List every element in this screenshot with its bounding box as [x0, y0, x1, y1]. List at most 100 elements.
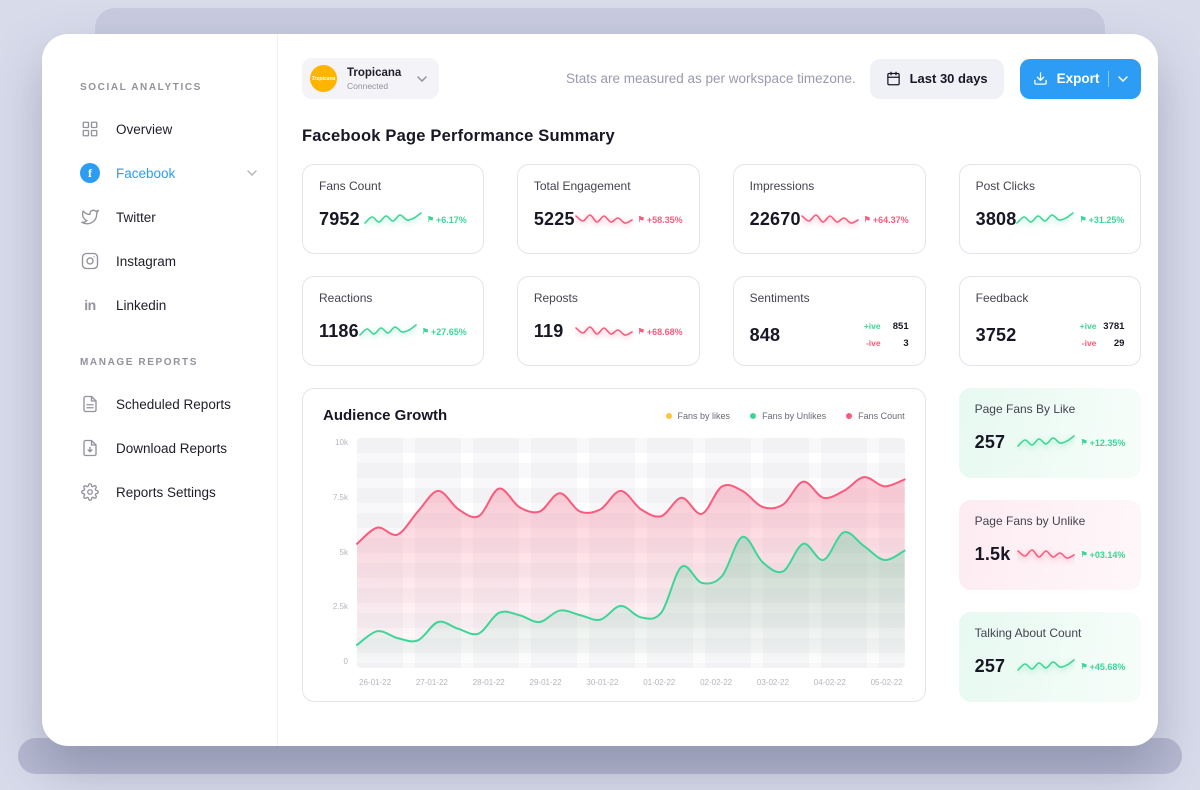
audience-growth-svg — [357, 438, 905, 668]
audience-growth-card: Audience Growth Fans by likes Fans by Un… — [302, 388, 926, 702]
x-tick: 04-02-22 — [813, 678, 846, 687]
twitter-icon — [80, 207, 100, 227]
stat-label: Reposts — [533, 291, 578, 305]
stat-card-sentiments: Sentiments 848 +ive 851 -ive 3 — [732, 276, 926, 366]
stat-value: 7952 — [319, 209, 360, 229]
positive-label: +ive — [1079, 321, 1097, 331]
legend-label: Fans by likes — [677, 410, 731, 421]
export-label: Export — [1056, 71, 1100, 86]
trend-flag-icon: ⚑ — [637, 214, 645, 224]
stat-label: Total Engagement — [533, 179, 631, 193]
legend-item-fans-by-likes[interactable]: Fans by likes — [665, 410, 731, 421]
legend-dot — [750, 412, 757, 419]
main-content: Tropicana Tropicana Connected Stats are … — [278, 34, 1158, 746]
sidebar-section-analytics: SOCIAL ANALYTICS — [80, 82, 202, 93]
workspace-logo: Tropicana — [310, 65, 337, 92]
sidebar-item-label: Overview — [116, 121, 173, 137]
x-tick: 01-02-22 — [643, 678, 676, 687]
workspace-selector[interactable]: Tropicana Tropicana Connected — [302, 58, 440, 99]
legend-dot — [665, 412, 672, 419]
stat-change: ⚑ +6.17% — [426, 214, 467, 225]
stat-value: 3752 — [975, 324, 1017, 345]
download-icon — [1033, 71, 1048, 86]
legend-item-fans-count[interactable]: Fans Count — [846, 411, 905, 421]
sidebar-item-overview[interactable]: Overview — [80, 107, 277, 151]
sidebar-item-label: Linkedin — [116, 297, 167, 313]
y-tick: 7.5k — [332, 492, 348, 502]
side-card-page-fans-by-unlike: Page Fans by Unlike 1.5k ⚑ +03.14% — [958, 500, 1142, 590]
dashboard-grid: Fans Count 7952 ⚑ +6.17% Total Engagement… — [302, 164, 1142, 702]
sparkline — [364, 210, 422, 230]
workspace-name: Tropicana — [347, 66, 402, 79]
negative-label: -ive — [865, 338, 881, 348]
sidebar-item-twitter[interactable]: Twitter — [80, 195, 277, 239]
sidebar-item-download-reports[interactable]: Download Reports — [80, 426, 277, 470]
sparkline-svg — [364, 211, 422, 224]
sidebar-item-scheduled-reports[interactable]: Scheduled Reports — [80, 382, 277, 426]
sparkline — [359, 322, 417, 342]
legend-dot — [846, 412, 853, 419]
stat-change: ⚑ +64.37% — [863, 214, 909, 225]
audience-growth-plot — [357, 438, 905, 668]
trend-flag-icon: ⚑ — [1080, 661, 1088, 671]
app-window: SOCIAL ANALYTICS Overview f Facebook Twi… — [42, 34, 1158, 746]
side-card-talking-about-count: Talking About Count 257 ⚑ +45.68% — [958, 612, 1142, 702]
sidebar-item-label: Facebook — [116, 165, 176, 181]
sidebar-item-linkedin[interactable]: in Linkedin — [80, 283, 277, 327]
trend-flag-icon: ⚑ — [863, 214, 871, 224]
legend-label: Fans by Unlikes — [762, 410, 827, 421]
positive-value: 3781 — [1103, 321, 1125, 332]
sidebar-item-label: Scheduled Reports — [116, 396, 231, 412]
negative-value: 3 — [903, 338, 909, 349]
x-tick: 03-02-22 — [756, 678, 789, 687]
x-tick: 28-01-22 — [472, 678, 505, 687]
sparkline — [800, 210, 859, 230]
stat-card-reactions: Reactions 1186 ⚑ +27.65% — [302, 276, 484, 366]
export-button[interactable]: Export — [1019, 58, 1142, 99]
document-download-icon — [80, 438, 100, 458]
sidebar-item-reports-settings[interactable]: Reports Settings — [80, 470, 277, 514]
sparkline-svg — [800, 213, 859, 224]
stat-value: 257 — [974, 656, 1006, 676]
stat-label: Reactions — [319, 291, 373, 305]
sidebar: SOCIAL ANALYTICS Overview f Facebook Twi… — [42, 34, 278, 746]
y-axis: 10k 7.5k 5k 2.5k 0 — [323, 438, 357, 668]
negative-value: 29 — [1113, 338, 1125, 349]
legend-item-fans-by-unlikes[interactable]: Fans by Unlikes — [750, 411, 826, 421]
stat-card-total-engagement: Total Engagement 5225 ⚑ +58.35% — [516, 164, 700, 254]
stat-card-post-clicks: Post Clicks 3808 ⚑ +31.25% — [958, 164, 1142, 254]
sidebar-item-facebook[interactable]: f Facebook — [80, 151, 277, 195]
sparkline-svg — [574, 325, 633, 336]
stat-value: 119 — [533, 321, 564, 341]
stat-change: ⚑ +27.65% — [421, 326, 467, 337]
stat-label: Impressions — [749, 179, 815, 193]
chevron-down-icon — [417, 75, 428, 82]
date-range-button[interactable]: Last 30 days — [869, 58, 1004, 99]
sparkline-svg — [359, 323, 417, 336]
calendar-icon — [886, 71, 901, 86]
x-tick: 26-01-22 — [359, 678, 392, 687]
stat-value: 5225 — [533, 209, 575, 229]
page-title: Facebook Page Performance Summary — [302, 127, 615, 145]
stat-card-impressions: Impressions 22670 ⚑ +64.37% — [732, 164, 926, 254]
sparkline — [1017, 545, 1076, 565]
sidebar-item-instagram[interactable]: Instagram — [80, 239, 277, 283]
sparkline-svg — [1016, 211, 1075, 224]
sidebar-section-reports: MANAGE REPORTS — [80, 357, 198, 368]
sentiment-breakdown: +ive 3781 -ive 29 — [1080, 321, 1125, 349]
sparkline-svg — [1017, 434, 1076, 447]
sparkline — [574, 210, 633, 230]
stat-label: Post Clicks — [975, 179, 1035, 193]
stat-change: ⚑ +58.35% — [637, 214, 683, 225]
y-tick: 0 — [343, 657, 348, 666]
chevron-down-icon — [247, 170, 257, 176]
document-icon — [80, 394, 100, 414]
stat-label: Talking About Count — [974, 626, 1082, 640]
sparkline — [1017, 657, 1076, 677]
positive-value: 851 — [892, 321, 909, 332]
timezone-note: Stats are measured as per workspace time… — [565, 71, 856, 86]
sidebar-item-label: Instagram — [116, 253, 177, 269]
stat-change: ⚑ +45.68% — [1080, 661, 1126, 672]
linkedin-icon: in — [84, 297, 96, 313]
stat-change: ⚑ +68.68% — [637, 326, 683, 337]
